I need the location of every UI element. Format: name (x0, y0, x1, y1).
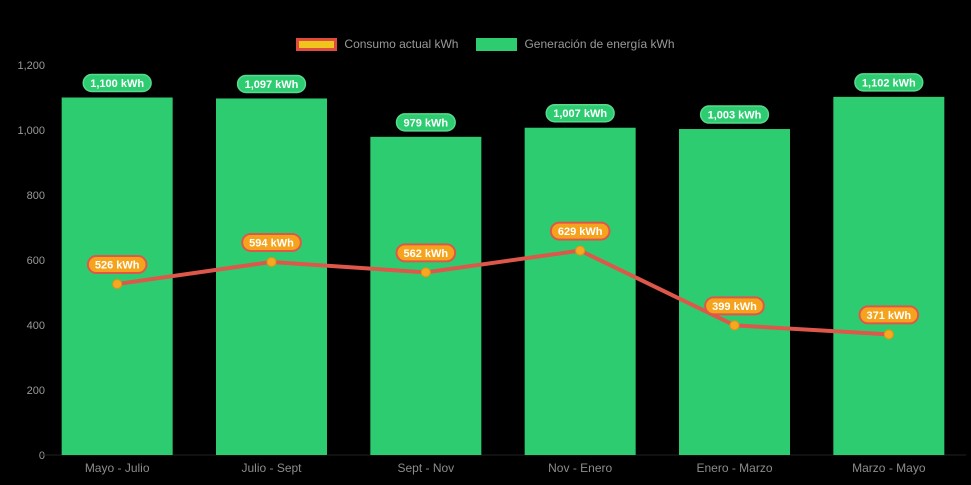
line-value-label: 371 kWh (867, 310, 912, 322)
legend-label-generacion: Generación de energía kWh (524, 37, 675, 51)
line-value-label-bg (704, 296, 765, 316)
line-value-label-bg (395, 243, 457, 263)
generation-bar (370, 136, 482, 455)
line-value-label: 562 kWh (404, 248, 449, 260)
y-axis-tick-label: 600 (27, 255, 45, 267)
line-point-marker (420, 267, 431, 278)
y-axis-tick-label: 800 (27, 190, 45, 202)
line-point-marker (575, 245, 586, 256)
legend-item-consumo[interactable]: Consumo actual kWh (296, 38, 458, 51)
y-axis-tick-label: 400 (27, 320, 45, 332)
line-value-label: 594 kWh (249, 237, 294, 249)
x-axis-category-label: Sept - Nov (397, 461, 454, 475)
line-value-label-bg (858, 305, 920, 325)
bar-value-label-bg (236, 74, 307, 94)
generation-bar (61, 97, 173, 455)
bar-value-label: 1,097 kWh (245, 79, 299, 91)
x-axis-category-label: Enero - Marzo (696, 461, 772, 475)
legend-swatch-consumo-icon (296, 38, 338, 51)
line-point-marker (112, 279, 123, 290)
legend-swatch-generacion-icon (476, 38, 518, 51)
consumption-line (115, 248, 891, 337)
generation-bar (524, 127, 636, 455)
bar-value-label: 1,003 kWh (708, 110, 762, 122)
x-axis-category-label: Julio - Sept (241, 461, 302, 475)
line-value-label: 399 kWh (712, 301, 757, 313)
line-value-label-bg (549, 221, 611, 241)
line-point-marker (266, 256, 277, 267)
x-axis-category-label: Marzo - Mayo (852, 461, 926, 475)
bar-value-label-bg (82, 73, 152, 93)
line-value-label-bg (241, 232, 302, 252)
bar-value-label-bg (699, 105, 770, 124)
line-value-label: 526 kWh (95, 260, 140, 272)
line-point-marker (729, 320, 740, 331)
y-axis-tick-label: 1,000 (17, 125, 45, 137)
bar-value-label: 1,100 kWh (90, 78, 144, 90)
x-axis-category-label: Mayo - Julio (85, 461, 150, 475)
line-value-label-bg (86, 255, 148, 275)
generation-bar (679, 129, 790, 455)
y-axis-tick-label: 1,200 (17, 60, 45, 72)
chart-legend: Consumo actual kWh Generación de energía… (0, 38, 971, 51)
y-axis-tick-label: 200 (27, 385, 45, 397)
bar-value-label-bg (854, 73, 924, 92)
bar-value-label: 1,007 kWh (553, 108, 607, 120)
bar-value-label: 1,102 kWh (862, 77, 916, 89)
x-axis-category-label: Nov - Enero (548, 461, 612, 475)
line-value-label: 629 kWh (558, 226, 603, 238)
legend-label-consumo: Consumo actual kWh (344, 37, 459, 51)
generation-bar (833, 96, 945, 455)
bar-value-label: 979 kWh (404, 117, 449, 129)
legend-item-generacion[interactable]: Generación de energía kWh (476, 37, 675, 51)
y-axis-tick-label: 0 (39, 450, 45, 462)
generation-bar (216, 98, 327, 455)
bar-value-label-bg (545, 103, 615, 123)
line-point-marker (883, 329, 894, 340)
bar-value-label-bg (395, 113, 456, 132)
